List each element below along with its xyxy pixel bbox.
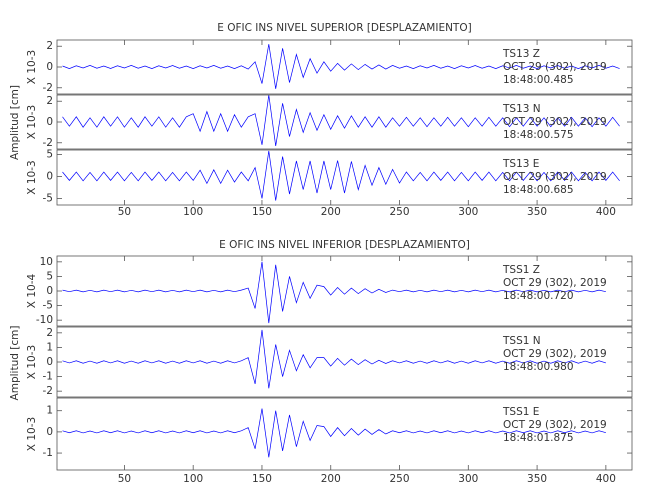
date-label: OCT 29 (302), 2019 bbox=[503, 348, 607, 360]
scale-label: X 10-3 bbox=[26, 105, 38, 139]
panel-frame bbox=[56, 149, 633, 206]
station-label: TS13 N bbox=[502, 103, 541, 115]
y-tick-label: -10 bbox=[36, 314, 53, 326]
x-tick-label: 250 bbox=[390, 206, 410, 218]
x-tick-label: 250 bbox=[390, 473, 410, 485]
y-tick-label: 2 bbox=[46, 95, 53, 107]
x-tick-label: 200 bbox=[321, 206, 341, 218]
time-label: 18:48:01.875 bbox=[503, 432, 574, 444]
x-tick-label: 50 bbox=[118, 206, 131, 218]
time-label: 18:48:00.980 bbox=[503, 361, 574, 373]
y-tick-label: 0 bbox=[46, 170, 53, 182]
time-label: 18:48:00.485 bbox=[503, 74, 574, 86]
station-label: TSS1 N bbox=[502, 335, 541, 347]
x-tick-label: 100 bbox=[183, 206, 203, 218]
x-tick-label: 350 bbox=[527, 473, 547, 485]
x-tick-label: 100 bbox=[183, 473, 203, 485]
y-tick-label: 0 bbox=[46, 285, 53, 297]
y-tick-label: 5 bbox=[46, 148, 53, 160]
scale-label: X 10-4 bbox=[26, 274, 38, 309]
station-label: TSS1 E bbox=[502, 406, 539, 418]
station-label: TSS1 Z bbox=[502, 264, 540, 276]
panel-frame bbox=[56, 397, 633, 471]
y-tick-label: 0 bbox=[46, 426, 53, 438]
y-tick-label: 1 bbox=[46, 405, 53, 417]
panel-frame bbox=[56, 326, 633, 398]
y-tick-label: 5 bbox=[46, 270, 53, 282]
x-tick-label: 150 bbox=[252, 206, 272, 218]
x-tick-label: 200 bbox=[321, 473, 341, 485]
date-label: OCT 29 (302), 2019 bbox=[503, 116, 607, 128]
y-tick-label: -5 bbox=[43, 192, 53, 204]
y-tick-label: 0 bbox=[46, 61, 53, 73]
y-tick-label: -2 bbox=[43, 137, 53, 149]
waveform bbox=[62, 261, 606, 324]
waveform bbox=[62, 95, 620, 146]
date-label: OCT 29 (302), 2019 bbox=[503, 61, 607, 73]
x-tick-label: 300 bbox=[458, 473, 478, 485]
y-tick-label: -5 bbox=[43, 300, 53, 312]
waveform bbox=[62, 408, 606, 458]
y-tick-label: -2 bbox=[43, 82, 53, 94]
time-label: 18:48:00.720 bbox=[503, 290, 574, 302]
scale-label: X 10-3 bbox=[26, 345, 38, 379]
waveform bbox=[62, 44, 620, 89]
y-tick-label: -1 bbox=[43, 371, 53, 383]
y-tick-label: 1 bbox=[46, 341, 53, 353]
scale-label: X 10-3 bbox=[26, 417, 38, 451]
chart-title: E OFIC INS NIVEL INFERIOR [DESPLAZAMIENT… bbox=[219, 239, 470, 251]
y-tick-label: 2 bbox=[46, 327, 53, 339]
time-label: 18:48:00.575 bbox=[503, 129, 574, 141]
station-label: TS13 Z bbox=[502, 48, 540, 60]
date-label: OCT 29 (302), 2019 bbox=[503, 171, 607, 183]
y-axis-label: Amplitud [cm] bbox=[9, 326, 21, 401]
panel-frame bbox=[56, 255, 633, 327]
y-tick-label: 0 bbox=[46, 356, 53, 368]
date-label: OCT 29 (302), 2019 bbox=[503, 277, 607, 289]
waveform bbox=[62, 329, 607, 389]
y-tick-label: -2 bbox=[43, 385, 53, 397]
y-tick-label: 0 bbox=[46, 116, 53, 128]
chart-title: E OFIC INS NIVEL SUPERIOR [DESPLAZAMIENT… bbox=[217, 22, 471, 34]
time-label: 18:48:00.685 bbox=[503, 184, 574, 196]
x-tick-label: 150 bbox=[252, 473, 272, 485]
panel-frame bbox=[56, 94, 633, 150]
x-tick-label: 350 bbox=[527, 206, 547, 218]
date-label: OCT 29 (302), 2019 bbox=[503, 419, 607, 431]
y-tick-label: -1 bbox=[43, 447, 53, 459]
x-tick-label: 400 bbox=[596, 473, 616, 485]
panel-frame bbox=[56, 39, 633, 95]
scale-label: X 10-3 bbox=[26, 50, 38, 84]
y-tick-label: 10 bbox=[40, 256, 53, 268]
station-label: TS13 E bbox=[502, 158, 539, 170]
x-tick-label: 300 bbox=[458, 206, 478, 218]
waveform bbox=[62, 150, 620, 201]
x-tick-label: 50 bbox=[118, 473, 131, 485]
y-tick-label: 2 bbox=[46, 40, 53, 52]
x-tick-label: 400 bbox=[596, 206, 616, 218]
scale-label: X 10-3 bbox=[26, 160, 38, 194]
y-axis-label: Amplitud [cm] bbox=[9, 85, 21, 160]
